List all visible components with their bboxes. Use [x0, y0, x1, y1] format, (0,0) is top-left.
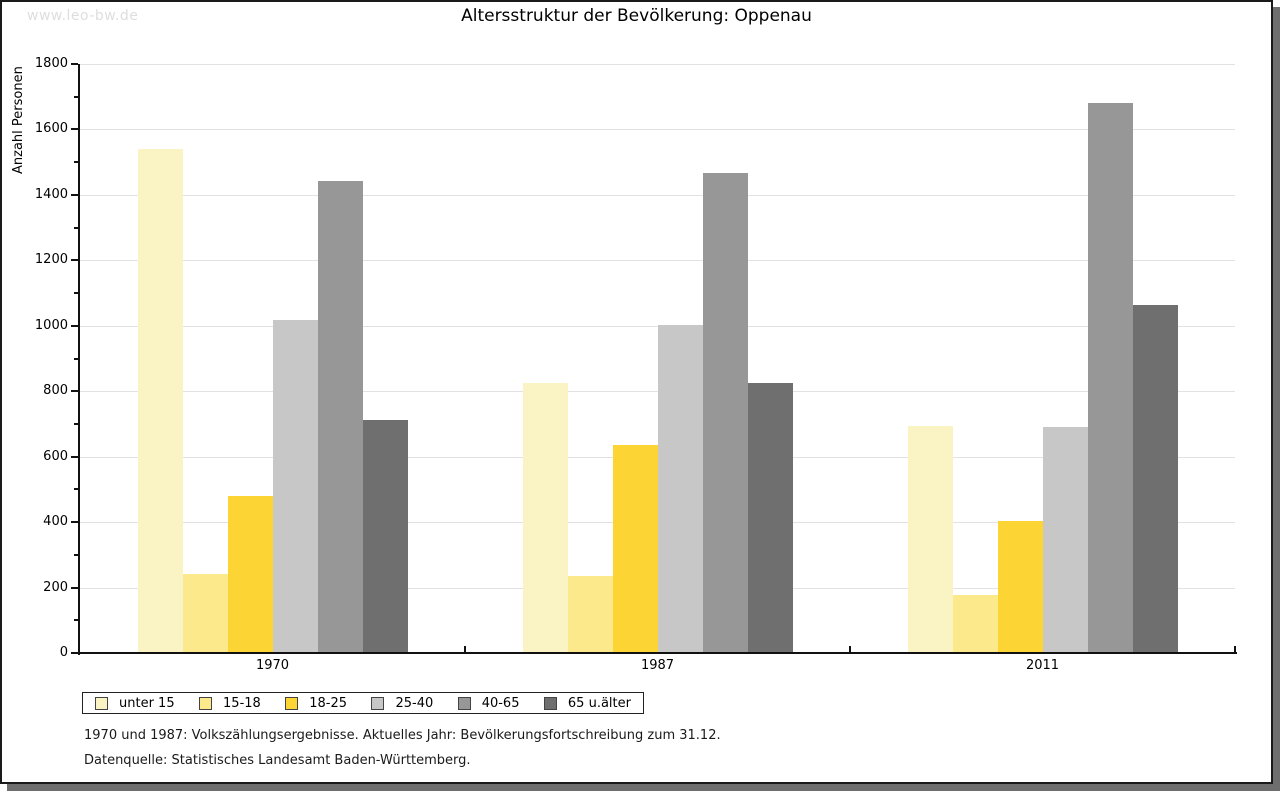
- y-axis-major-tick: [71, 128, 78, 131]
- y-axis-major-tick: [71, 521, 78, 524]
- legend-label: 18-25: [309, 695, 348, 711]
- gridline: [80, 129, 1235, 131]
- x-category-label: 2011: [1025, 658, 1060, 673]
- footnote-datasource: Datenquelle: Statistisches Landesamt Bad…: [84, 753, 471, 768]
- bar-18-25-1970: [227, 495, 273, 653]
- legend-item: 15-18: [199, 696, 261, 711]
- y-axis-line: [78, 64, 80, 655]
- bar-unter-15-2011: [907, 425, 953, 653]
- bar-25-40-2011: [1042, 426, 1088, 653]
- y-tick-label: 600: [43, 448, 68, 464]
- legend-item: 18-25: [285, 696, 347, 711]
- legend-label: 25-40: [395, 695, 434, 711]
- y-tick-label: 1400: [34, 186, 68, 202]
- chart-title: Altersstruktur der Bevölkerung: Oppenau: [461, 6, 812, 26]
- x-axis-tick: [464, 646, 466, 652]
- y-axis-minor-tick: [74, 422, 78, 425]
- y-tick-label: 0: [59, 645, 68, 660]
- bar-18-25-1987: [612, 444, 658, 653]
- bar-25-40-1987: [657, 325, 703, 653]
- legend-item: unter 15: [95, 696, 175, 711]
- y-tick-label: 400: [43, 514, 68, 530]
- bar-unter-15-1987: [522, 382, 568, 653]
- x-axis-line: [78, 652, 1237, 654]
- bar-15-18-2011: [952, 595, 998, 653]
- bar-40-65-1987: [702, 172, 748, 653]
- bar-25-40-1970: [272, 319, 318, 653]
- y-axis-minor-tick: [74, 226, 78, 229]
- legend-swatch-icon: [199, 696, 213, 710]
- y-axis-major-tick: [71, 259, 78, 262]
- legend-item: 25-40: [371, 696, 433, 711]
- y-tick-label: 800: [43, 383, 68, 399]
- y-axis-major-tick: [71, 455, 78, 458]
- gridline: [80, 194, 1235, 196]
- bar-15-18-1970: [182, 573, 228, 653]
- footnote-sources: 1970 und 1987: Volkszählungsergebnisse. …: [84, 728, 721, 743]
- y-axis-minor-tick: [74, 161, 78, 164]
- gridline: [80, 64, 1235, 65]
- bar-40-65-2011: [1087, 103, 1133, 653]
- legend-label: 40-65: [481, 695, 520, 711]
- y-axis-minor-tick: [74, 95, 78, 98]
- y-tick-label: 1600: [34, 121, 68, 137]
- y-axis-minor-tick: [74, 292, 78, 295]
- y-tick-label: 200: [43, 579, 68, 595]
- x-axis-tick: [1234, 646, 1236, 652]
- watermark-leo-bw: www.leo-bw.de: [27, 8, 139, 24]
- legend-swatch-icon: [95, 696, 108, 710]
- bar-65-u-lter-1970: [362, 419, 408, 653]
- y-axis-major-tick: [71, 63, 78, 65]
- y-axis-minor-tick: [74, 357, 78, 360]
- legend-swatch-icon: [285, 696, 299, 710]
- y-axis-minor-tick: [74, 619, 78, 622]
- bar-15-18-1987: [567, 576, 613, 653]
- y-tick-label: 1200: [34, 252, 68, 268]
- x-axis-tick: [849, 646, 851, 652]
- x-category-label: 1987: [640, 658, 675, 673]
- bar-65-u-lter-1987: [747, 383, 793, 653]
- y-axis-major-tick: [71, 324, 78, 327]
- y-tick-label: 1800: [34, 56, 68, 71]
- y-axis-minor-tick: [74, 553, 78, 556]
- legend-swatch-icon: [543, 696, 557, 710]
- y-axis-major-tick: [71, 586, 78, 589]
- y-axis-minor-tick: [74, 488, 78, 491]
- bar-65-u-lter-2011: [1132, 304, 1178, 653]
- legend: unter 15 15-18 18-25 25-40 40-65 65 u.älter: [82, 692, 644, 714]
- gridline: [80, 260, 1235, 262]
- legend-label: 65 u.älter: [567, 695, 631, 711]
- legend-label: unter 15: [119, 695, 175, 711]
- y-axis-major-tick: [71, 193, 78, 196]
- legend-item: 65 u.älter: [543, 695, 631, 711]
- legend-swatch-icon: [457, 696, 471, 710]
- bar-18-25-2011: [997, 520, 1043, 653]
- x-category-label: 1970: [255, 658, 290, 673]
- y-axis-major-tick: [71, 390, 78, 393]
- bar-unter-15-1970: [137, 149, 183, 653]
- legend-label: 15-18: [223, 695, 261, 711]
- bar-40-65-1970: [317, 180, 363, 653]
- y-tick-label: 1000: [34, 317, 68, 333]
- y-axis-title: Anzahl Personen: [11, 66, 26, 174]
- y-axis-major-tick: [71, 652, 78, 654]
- plot-area: [80, 64, 1235, 653]
- legend-swatch-icon: [371, 696, 385, 710]
- legend-item: 40-65: [457, 695, 520, 711]
